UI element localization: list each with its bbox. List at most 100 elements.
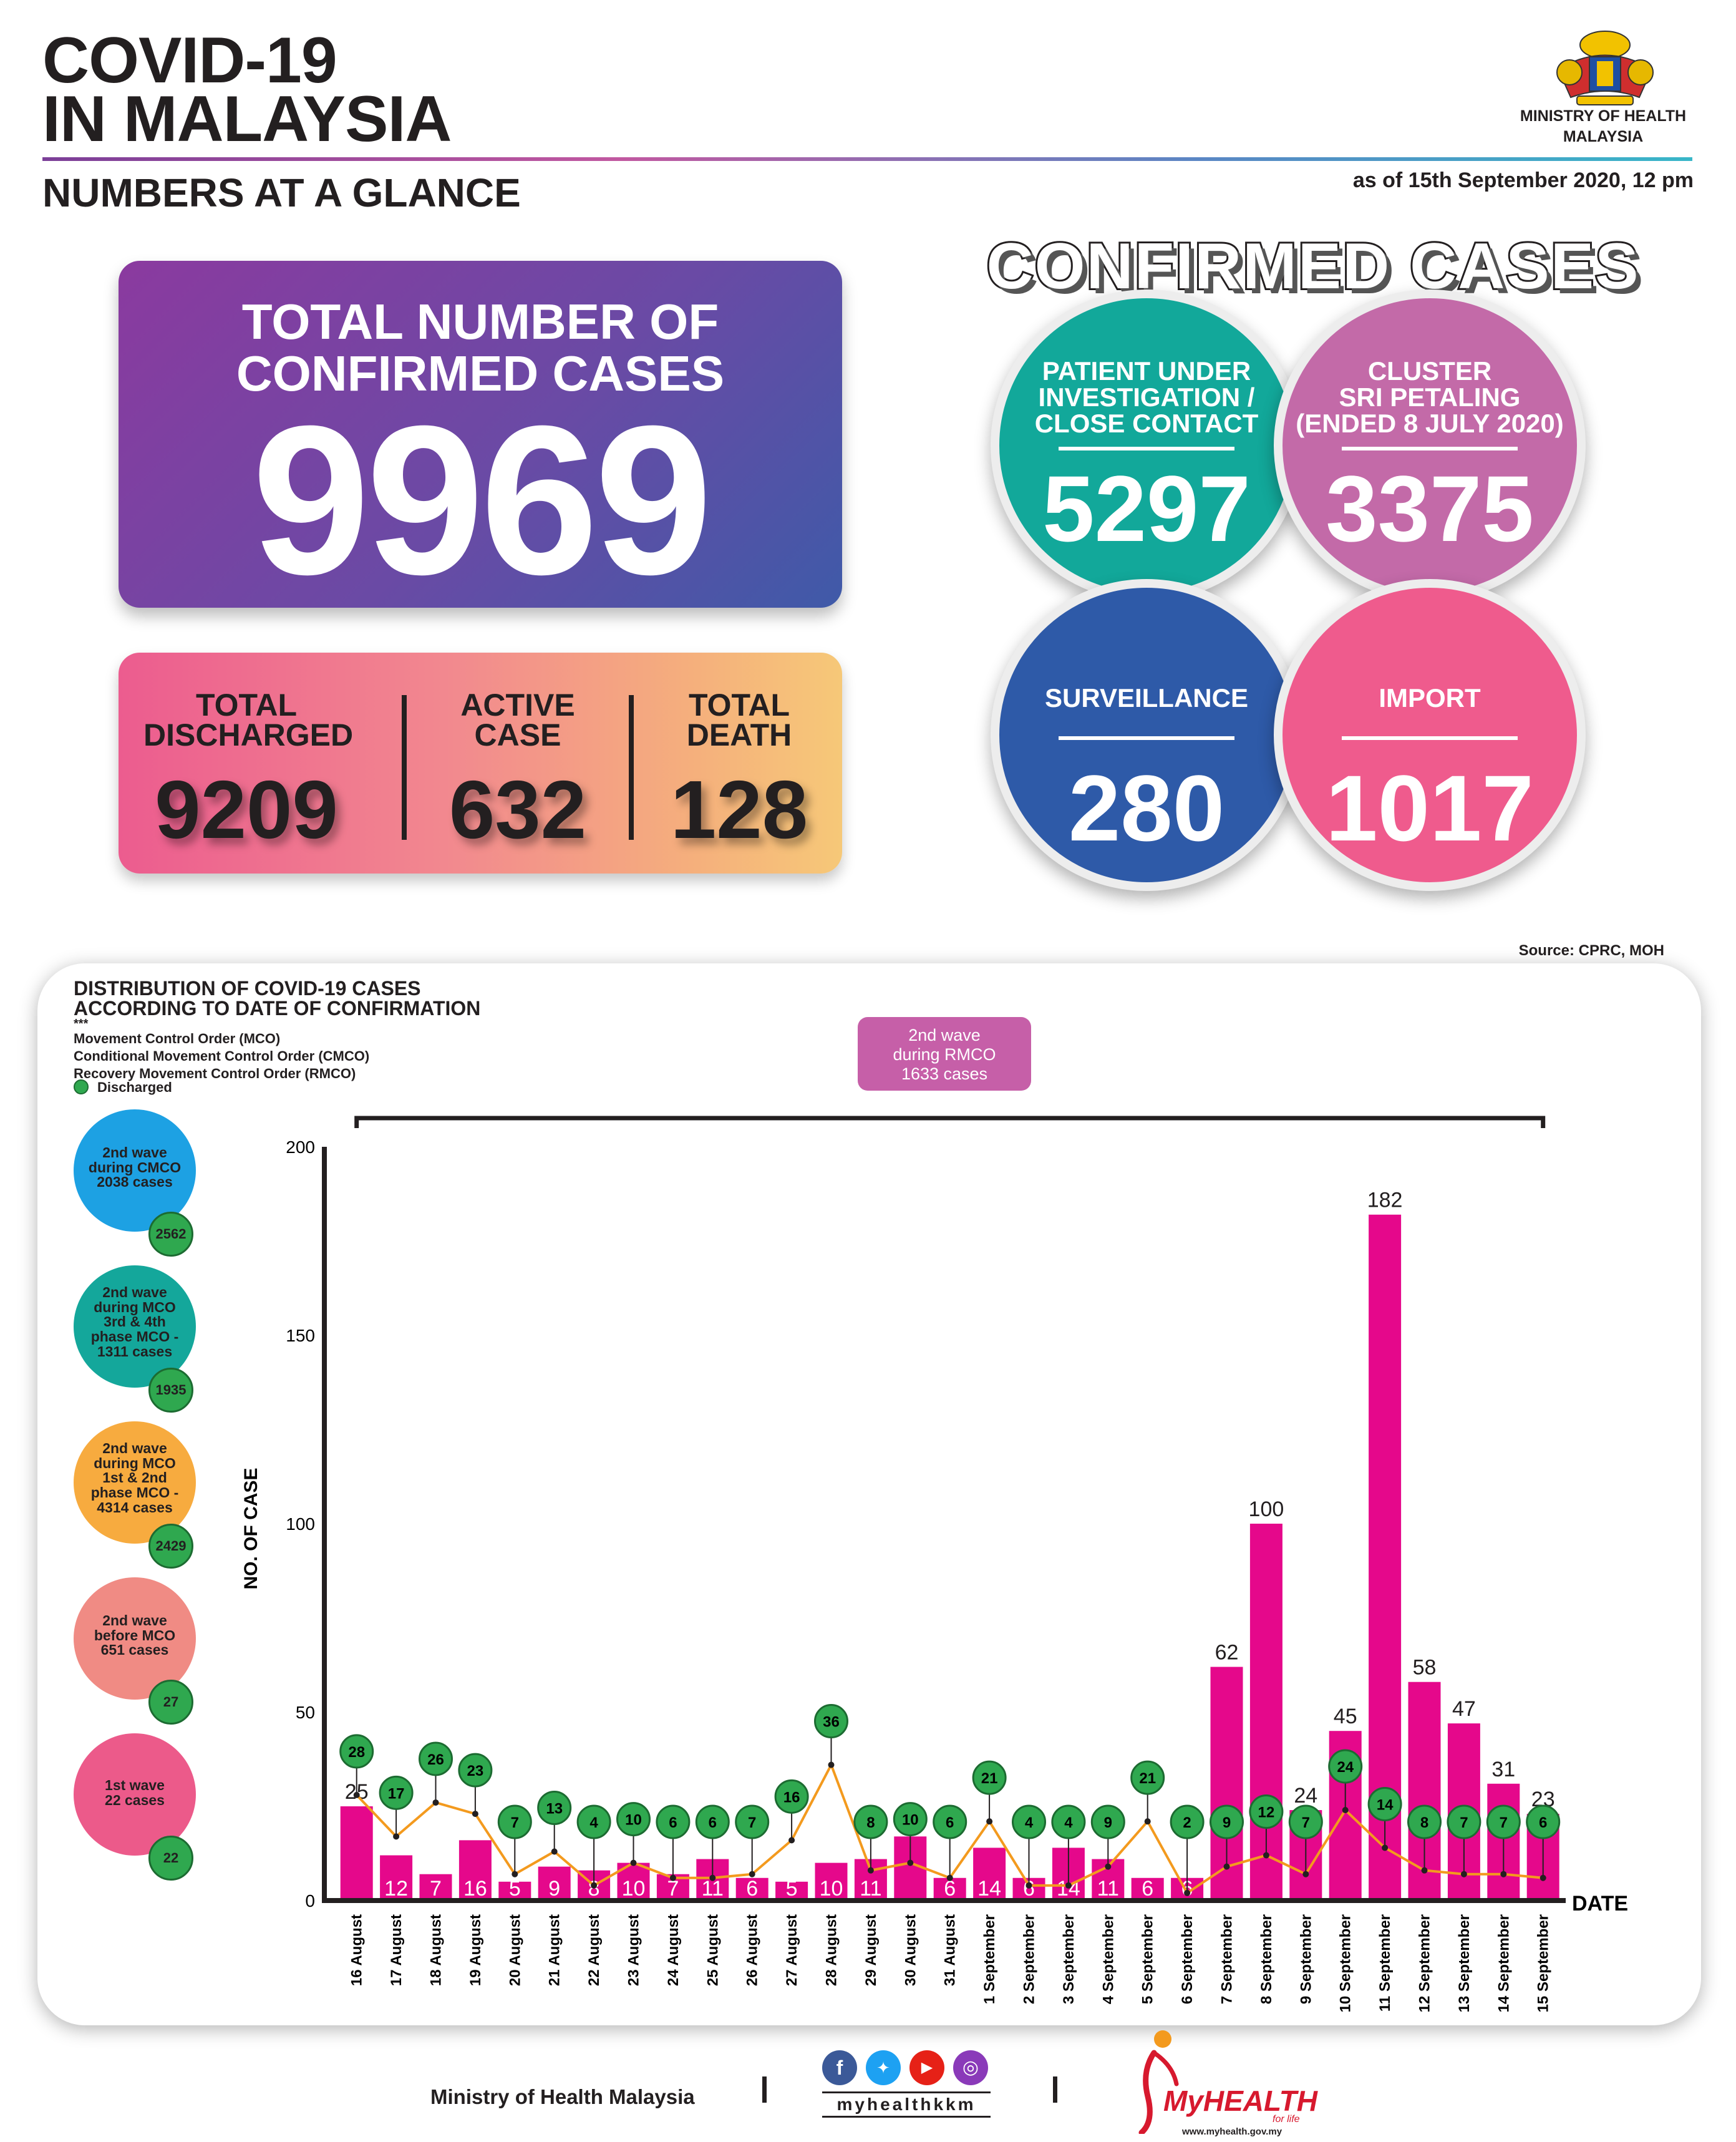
discharged-point bbox=[749, 1871, 755, 1877]
discharged-value-label: 36 bbox=[823, 1714, 840, 1731]
discharged-badge bbox=[497, 1804, 532, 1839]
discharged-value-label: 24 bbox=[1337, 1759, 1354, 1776]
bar-value-label: 24 bbox=[1294, 1784, 1317, 1808]
bar bbox=[380, 1855, 413, 1901]
wave-line: during CMCO bbox=[88, 1159, 182, 1176]
bubble-label: PATIENT UNDER INVESTIGATION / CLOSE CONT… bbox=[999, 358, 1294, 437]
discharged-point bbox=[1421, 1867, 1428, 1874]
bubble-value: 280 bbox=[1068, 756, 1225, 860]
x-tick-label: 28 August bbox=[823, 1914, 840, 1986]
chart-title: DISTRIBUTION OF COVID-19 CASES ACCORDING… bbox=[74, 978, 480, 1018]
wave-line: 2038 cases bbox=[97, 1174, 173, 1190]
x-axis-label: DATE bbox=[1572, 1892, 1628, 1916]
footer-divider bbox=[1053, 2076, 1057, 2103]
discharged-point bbox=[867, 1867, 874, 1874]
discharged-badge bbox=[616, 1802, 651, 1837]
discharged-value-label: 16 bbox=[783, 1789, 800, 1806]
bubble-cluster-sri-petaling: CLUSTER SRI PETALING (ENDED 8 JULY 2020)… bbox=[1274, 290, 1586, 601]
total-label-line2: CONFIRMED CASES bbox=[236, 346, 725, 402]
discharged-badge bbox=[576, 1804, 611, 1839]
legend-discharged: Discharged bbox=[97, 1079, 172, 1095]
facebook-icon[interactable]: f bbox=[822, 2050, 857, 2085]
footer-ministry: Ministry of Health Malaysia bbox=[430, 2085, 695, 2108]
wave-line: 1st wave bbox=[105, 1777, 165, 1793]
discharged-value-label: 6 bbox=[709, 1814, 717, 1831]
bar-value-label: 45 bbox=[1334, 1705, 1357, 1728]
wave-circle-before-mco: 2nd wave before MCO 651 cases 27 bbox=[74, 1577, 196, 1725]
wave-line: during MCO bbox=[94, 1298, 176, 1315]
instagram-icon[interactable]: ◎ bbox=[953, 2050, 988, 2085]
discharged-value-label: 8 bbox=[866, 1814, 875, 1831]
bubble-divider bbox=[1059, 447, 1234, 450]
wave-line: 3rd & 4th bbox=[104, 1313, 166, 1330]
x-tick-label: 31 August bbox=[942, 1914, 959, 1986]
bar-value-label: 9 bbox=[548, 1877, 560, 1901]
discharged-point bbox=[788, 1837, 795, 1844]
discharged-value-label: 7 bbox=[511, 1814, 519, 1831]
wave-line: 2nd wave bbox=[102, 1144, 167, 1161]
stat-discharged: TOTAL DISCHARGED 9209 bbox=[143, 689, 354, 855]
discharged-point bbox=[512, 1871, 518, 1877]
rmco-box-line: 2nd wave bbox=[908, 1026, 981, 1044]
x-tick-label: 27 August bbox=[783, 1914, 800, 1986]
x-tick-label: 30 August bbox=[902, 1914, 919, 1986]
wave-discharged-badge: 2562 bbox=[148, 1212, 193, 1257]
discharged-point bbox=[1263, 1852, 1269, 1859]
bar bbox=[340, 1806, 373, 1901]
discharged-point bbox=[1026, 1882, 1032, 1889]
bar bbox=[973, 1847, 1006, 1901]
bubble-label-line: PATIENT UNDER bbox=[1042, 356, 1251, 386]
bubble-label: CLUSTER SRI PETALING (ENDED 8 JULY 2020) bbox=[1283, 358, 1577, 437]
total-label-line1: TOTAL NUMBER OF bbox=[241, 294, 719, 349]
bubble-import: IMPORT 1017 bbox=[1274, 579, 1586, 891]
discharged-value-label: 14 bbox=[1377, 1796, 1394, 1813]
rmco-bracket bbox=[354, 1116, 1546, 1128]
bubble-value: 5297 bbox=[1042, 456, 1251, 561]
bar-value-label: 10 bbox=[820, 1877, 843, 1901]
discharged-value-label: 10 bbox=[625, 1812, 642, 1829]
bar-value-label: 62 bbox=[1215, 1641, 1239, 1665]
stat-active-label: ACTIVE CASE bbox=[418, 689, 618, 751]
stat-divider bbox=[402, 695, 407, 840]
bubble-value: 1017 bbox=[1326, 756, 1534, 860]
wave-circle-text: 2nd wave during MCO 1st & 2nd phase MCO … bbox=[74, 1441, 196, 1515]
x-tick-label: 7 September bbox=[1219, 1914, 1236, 2004]
y-tick-label: 200 bbox=[286, 1137, 315, 1157]
bubble-label-line: INVESTIGATION / bbox=[1038, 382, 1255, 412]
discharged-value-label: 26 bbox=[427, 1751, 444, 1768]
stat-discharged-label-line2: DISCHARGED bbox=[143, 718, 354, 752]
wave-discharged-badge: 27 bbox=[148, 1680, 193, 1725]
stat-death-label-line2: DEATH bbox=[686, 718, 792, 752]
discharged-point bbox=[709, 1874, 716, 1881]
youtube-icon[interactable]: ▶ bbox=[909, 2050, 944, 2085]
discharged-value-label: 6 bbox=[946, 1814, 954, 1831]
myhealth-url[interactable]: www.myhealth.gov.my bbox=[1182, 2126, 1283, 2137]
twitter-icon[interactable]: ✦ bbox=[866, 2050, 901, 2085]
discharged-point bbox=[1144, 1818, 1151, 1825]
stat-discharged-value: 9209 bbox=[155, 764, 338, 855]
discharged-value-label: 23 bbox=[467, 1763, 484, 1779]
discharged-badge bbox=[735, 1804, 770, 1839]
wave-line: 1311 cases bbox=[97, 1343, 173, 1360]
y-tick-label: 50 bbox=[296, 1703, 315, 1722]
bubble-divider bbox=[1059, 736, 1234, 740]
stat-divider bbox=[629, 695, 634, 840]
legend-cmco: Conditional Movement Control Order (CMCO… bbox=[74, 1048, 370, 1064]
x-tick-label: 15 September bbox=[1535, 1914, 1552, 2012]
discharged-point bbox=[1105, 1863, 1112, 1870]
wave-line: phase MCO - bbox=[90, 1484, 179, 1501]
bar-value-label: 7 bbox=[667, 1877, 679, 1901]
bar-value-label: 182 bbox=[1367, 1189, 1403, 1212]
discharged-point bbox=[1223, 1863, 1230, 1870]
x-tick-label: 8 September bbox=[1258, 1914, 1275, 2004]
x-tick-label: 5 September bbox=[1140, 1914, 1157, 2004]
social-handle[interactable]: myhealthkkm bbox=[822, 2091, 991, 2118]
discharged-value-label: 8 bbox=[1420, 1814, 1428, 1831]
discharged-point bbox=[1500, 1871, 1507, 1877]
stat-death-label: TOTAL DEATH bbox=[646, 689, 833, 752]
malaysia-coat-of-arms-icon bbox=[1556, 31, 1654, 105]
bar-value-label: 31 bbox=[1491, 1758, 1515, 1781]
discharged-point bbox=[591, 1882, 598, 1889]
bubble-label-line: CLUSTER bbox=[1367, 356, 1492, 386]
wave-circle-mco-1-2: 2nd wave during MCO 1st & 2nd phase MCO … bbox=[74, 1421, 196, 1569]
